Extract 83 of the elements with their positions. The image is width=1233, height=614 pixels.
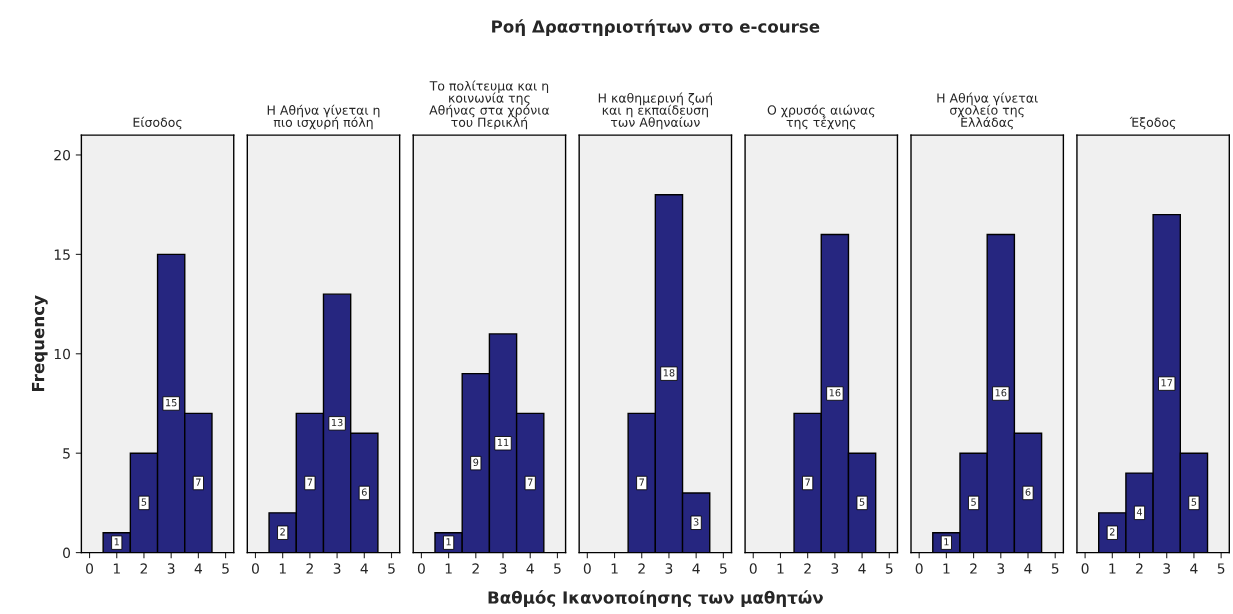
y-tick-label: 0 [63, 547, 71, 559]
y-tick-label: 15 [54, 249, 70, 260]
x-tick-label: 2 [306, 563, 313, 574]
data-label: 13 [331, 418, 343, 427]
chart-subtitle: Έξοδος [1129, 116, 1176, 130]
x-tick-label: 3 [333, 563, 341, 574]
chart-subtitle: Η καθημερινή ζωή και η εκπαίδευση των Αθηναίων [598, 92, 713, 130]
x-tick-label: 5 [720, 563, 727, 574]
data-label: 16 [995, 389, 1007, 397]
chart-subtitle: Η Αθήνα γίνεται η πιο ισχυρή πόλη [267, 104, 380, 130]
x-tick-label: 4 [194, 563, 203, 574]
data-label: 5 [1191, 498, 1197, 506]
x-tick-label: 2 [804, 563, 811, 574]
data-label: 11 [497, 438, 509, 446]
x-tick-label: 1 [611, 563, 618, 574]
x-tick-label: 4 [360, 563, 368, 574]
x-tick-label: 5 [1051, 563, 1059, 574]
x-tick-label: 0 [583, 563, 591, 574]
data-label: 6 [1025, 488, 1031, 496]
data-label: 7 [527, 478, 533, 486]
x-tick-label: 1 [445, 563, 452, 574]
x-tick-label: 2 [970, 563, 977, 574]
y-tick-label: 20 [54, 149, 71, 161]
data-label: 5 [971, 498, 976, 506]
x-tick-label: 1 [777, 563, 784, 574]
x-tick-label: 3 [499, 563, 507, 574]
x-tick-label: 0 [749, 563, 757, 574]
x-axis-title: Βαθμός Ικανοποίησης των μαθητών [488, 590, 823, 608]
x-tick-label: 5 [554, 563, 561, 574]
x-tick-label: 1 [113, 563, 120, 574]
data-label: 2 [280, 528, 285, 536]
data-label: 15 [166, 399, 177, 407]
x-tick-label: 0 [915, 563, 923, 574]
x-tick-label: 3 [831, 563, 839, 574]
x-tick-label: 0 [86, 563, 94, 574]
x-tick-label: 1 [279, 563, 286, 574]
chart-subtitle: Η Αθήνα γίνεται σχολείο της Ελλάδας [937, 92, 1038, 130]
x-tick-label: 3 [1163, 563, 1171, 574]
x-tick-label: 4 [1024, 563, 1032, 574]
x-tick-label: 5 [1217, 563, 1225, 574]
x-tick-label: 2 [638, 563, 645, 574]
x-tick-label: 2 [1136, 563, 1143, 574]
x-tick-label: 3 [665, 563, 673, 574]
data-label: 18 [663, 369, 675, 377]
x-tick-label: 4 [858, 563, 866, 574]
x-tick-label: 0 [251, 563, 259, 574]
chart-subtitle: Είσοδος [133, 116, 182, 130]
x-tick-label: 3 [997, 563, 1005, 574]
x-tick-label: 1 [1109, 563, 1116, 574]
x-tick-label: 2 [472, 563, 479, 574]
data-label: 1 [114, 538, 119, 546]
data-label: 6 [361, 488, 367, 496]
chart-title: Ροή Δραστηριοτήτων στο e-course [492, 19, 820, 37]
x-tick-label: 0 [417, 563, 425, 574]
x-tick-label: 4 [526, 563, 534, 574]
data-label: 2 [1109, 528, 1115, 536]
x-tick-label: 2 [140, 563, 147, 574]
x-tick-label: 3 [167, 563, 175, 574]
data-label: 9 [473, 458, 479, 466]
chart-subtitle: Το πολίτευμα και η κοινωνία της Αθήνας στα χρόνια του Περικλή [429, 80, 550, 130]
data-label: 7 [307, 478, 313, 486]
data-label: 7 [639, 478, 644, 486]
data-label: 1 [446, 538, 451, 546]
x-tick-label: 0 [1081, 563, 1089, 574]
data-label: 7 [805, 478, 810, 486]
x-tick-label: 1 [943, 563, 950, 574]
x-tick-label: 4 [1190, 563, 1198, 574]
data-label: 17 [1161, 379, 1173, 387]
data-label: 5 [859, 498, 865, 506]
x-tick-label: 5 [885, 563, 893, 574]
x-tick-label: 5 [388, 563, 395, 574]
y-tick-label: 5 [63, 448, 70, 459]
x-tick-label: 5 [222, 563, 229, 574]
y-tick-label: 10 [54, 348, 71, 360]
y-axis-title: Frequency [31, 295, 48, 392]
chart-subtitle: Ο χρυσός αιώνας της τέχνης [767, 104, 875, 130]
data-label: 7 [196, 478, 201, 486]
x-tick-label: 4 [692, 563, 700, 574]
data-label: 3 [693, 518, 699, 526]
data-label: 16 [829, 389, 841, 397]
data-label: 5 [141, 498, 147, 506]
data-label: 4 [1136, 508, 1143, 516]
data-label: 1 [944, 538, 949, 546]
